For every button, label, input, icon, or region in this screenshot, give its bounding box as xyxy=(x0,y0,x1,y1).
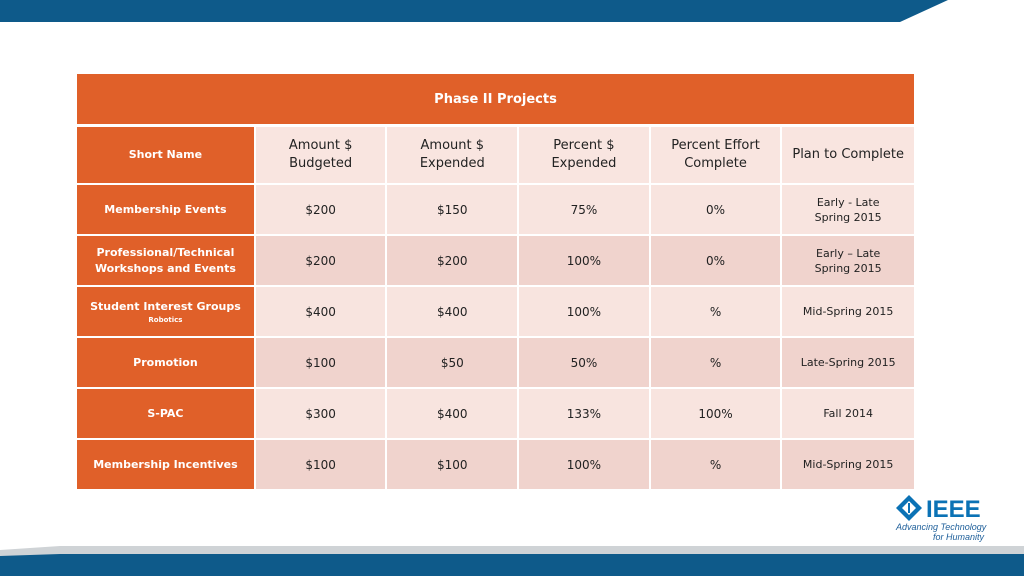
cell-percent-expended: 50% xyxy=(519,338,651,389)
cell-percent-effort: 0% xyxy=(650,236,783,287)
ieee-diamond-icon xyxy=(896,495,922,521)
row-name: Membership Events xyxy=(77,185,256,236)
cell-expended: $50 xyxy=(387,338,520,389)
cell-plan: Fall 2014 xyxy=(782,389,914,440)
table-row: S-PAC $300 $400 133% 100% Fall 2014 xyxy=(77,389,914,440)
top-banner xyxy=(0,0,1024,22)
row-subtitle: Robotics xyxy=(148,315,183,324)
table-row: Student Interest Groups Robotics $400 $40… xyxy=(77,287,914,338)
header-percent-expended: Percent $ Expended xyxy=(519,127,651,185)
cell-budgeted: $400 xyxy=(255,287,388,338)
header-short-name: Short Name xyxy=(77,127,256,185)
projects-table: Phase II Projects Short Name Amount $ Bud… xyxy=(77,74,914,491)
cell-plan: Early – Late Spring 2015 xyxy=(782,236,914,287)
cell-percent-expended: 100% xyxy=(519,236,651,287)
ieee-logo xyxy=(896,495,922,521)
cell-percent-expended: 100% xyxy=(519,440,651,491)
cell-plan: Late-Spring 2015 xyxy=(782,338,914,389)
row-name: Student Interest Groups Robotics xyxy=(77,287,256,338)
header-amount-expended: Amount $ Expended xyxy=(387,127,520,185)
cell-budgeted: $100 xyxy=(255,440,388,491)
table-row: Membership Incentives $100 $100 100% % M… xyxy=(77,440,914,491)
cell-expended: $150 xyxy=(387,185,520,236)
cell-plan: Early - Late Spring 2015 xyxy=(782,185,914,236)
cell-budgeted: $100 xyxy=(255,338,388,389)
row-name: Promotion xyxy=(77,338,256,389)
cell-expended: $100 xyxy=(387,440,520,491)
table-row: Professional/Technical Workshops and Even… xyxy=(77,236,914,287)
cell-budgeted: $200 xyxy=(255,185,388,236)
cell-percent-effort: % xyxy=(650,338,783,389)
row-name: Membership Incentives xyxy=(77,440,256,491)
cell-percent-expended: 133% xyxy=(519,389,651,440)
cell-percent-effort: 0% xyxy=(650,185,783,236)
header-row: Short Name Amount $ Budgeted Amount $ Expe… xyxy=(77,127,914,185)
cell-budgeted: $300 xyxy=(255,389,388,440)
cell-budgeted: $200 xyxy=(255,236,388,287)
cell-percent-effort: % xyxy=(650,287,783,338)
cell-percent-effort: 100% xyxy=(650,389,783,440)
cell-percent-effort: % xyxy=(650,440,783,491)
table-title: Phase II Projects xyxy=(77,74,914,124)
header-percent-effort: Percent Effort Complete xyxy=(650,127,783,185)
cell-expended: $400 xyxy=(387,389,520,440)
cell-plan: Mid-Spring 2015 xyxy=(782,287,914,338)
logo-tagline-1: Advancing Technology xyxy=(896,522,987,532)
row-name: Professional/Technical Workshops and Even… xyxy=(77,236,256,287)
bottom-banner xyxy=(0,546,1024,576)
logo-tagline-2: for Humanity xyxy=(933,532,985,542)
table-row: Membership Events $200 $150 75% 0% Early… xyxy=(77,185,914,236)
cell-percent-expended: 75% xyxy=(519,185,651,236)
header-plan-to-complete: Plan to Complete xyxy=(782,127,914,185)
logo-wordmark: IEEE xyxy=(926,496,981,523)
header-amount-budgeted: Amount $ Budgeted xyxy=(255,127,388,185)
table-row: Promotion $100 $50 50% % Late-Spring 201… xyxy=(77,338,914,389)
cell-expended: $200 xyxy=(387,236,520,287)
cell-expended: $400 xyxy=(387,287,520,338)
row-name: S-PAC xyxy=(77,389,256,440)
cell-percent-expended: 100% xyxy=(519,287,651,338)
cell-plan: Mid-Spring 2015 xyxy=(782,440,914,491)
